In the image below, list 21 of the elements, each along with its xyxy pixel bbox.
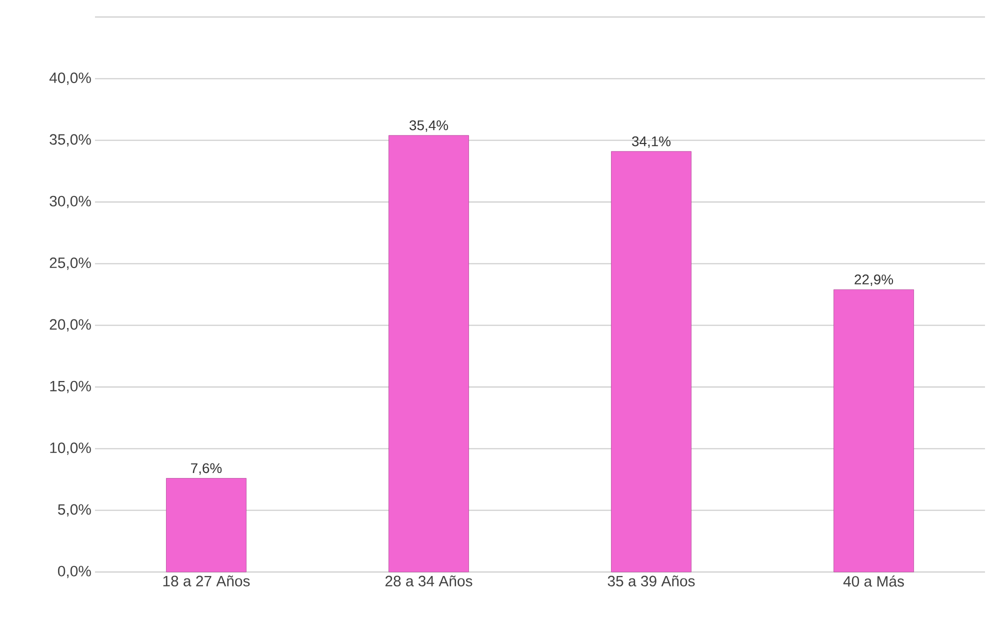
y-tick-label: 40,0% [49, 72, 91, 85]
x-tick-label: 28 a 34 Años [385, 576, 472, 586]
y-tick-label: 25,0% [50, 257, 91, 270]
x-tick-label: 35 a 39 Años [608, 576, 695, 586]
y-tick-label: 5,0% [58, 504, 91, 516]
data-label: 34,1% [632, 136, 671, 148]
bar [166, 478, 246, 572]
bar [611, 151, 692, 572]
y-tick-label: 20,0% [50, 319, 91, 332]
x-tick-label: 40 a Más [843, 576, 904, 587]
bar [834, 289, 914, 572]
data-label: 35,4% [410, 120, 448, 132]
y-tick-label: 10,0% [50, 442, 91, 455]
bar [388, 135, 469, 572]
y-tick-label: 15,0% [50, 380, 91, 394]
data-label: 22,9% [854, 274, 894, 286]
y-tick-label: 0,0% [58, 566, 91, 578]
x-tick-label: 18 a 27 Años [163, 576, 250, 586]
data-label: 7,6% [191, 463, 222, 475]
y-tick-label: 30,0% [50, 196, 91, 208]
y-tick-label: 35,0% [50, 134, 91, 146]
